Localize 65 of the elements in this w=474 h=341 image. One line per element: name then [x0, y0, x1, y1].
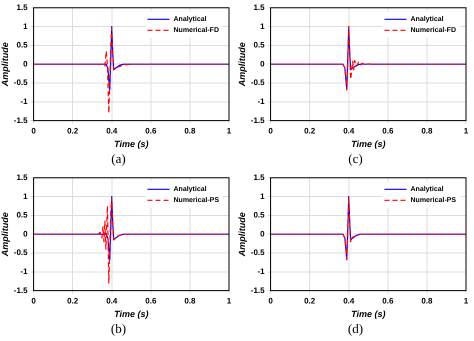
y-tick-label: 1.5	[253, 173, 266, 182]
y-tick-label: 1	[23, 192, 28, 201]
x-tick-label: 0.4	[343, 296, 355, 306]
y-axis-title: Amplitude	[236, 42, 247, 88]
y-tick-label: -1	[257, 97, 266, 106]
y-tick-label: -1	[20, 267, 28, 276]
x-tick-label: 0	[31, 126, 36, 136]
y-tick-label: -1.5	[14, 116, 28, 125]
x-tick-label: 1	[464, 126, 469, 136]
y-tick-label: -1.5	[250, 286, 266, 295]
x-tick-label: 1	[226, 296, 232, 306]
x-tick-label: 0	[268, 296, 274, 306]
y-tick-label: 0	[23, 59, 28, 68]
x-tick-label: 0.2	[304, 296, 316, 306]
x-tick-label: 0.6	[145, 126, 157, 136]
y-tick-label: 1.5	[16, 173, 28, 182]
y-tick-label: 0	[23, 229, 28, 238]
y-tick-label: 0.5	[253, 210, 266, 220]
y-tick-label: 0	[260, 59, 266, 68]
y-tick-label: 1	[23, 22, 28, 31]
y-tick-label: 0	[260, 229, 266, 238]
x-tick-label: 0.2	[304, 126, 316, 136]
x-tick-label: 0.4	[106, 126, 118, 136]
x-tick-label: 0	[268, 126, 274, 136]
text: (b)	[110, 320, 128, 338]
y-tick-label: 1.5	[253, 3, 266, 12]
y-tick-label: -1	[20, 97, 28, 106]
x-axis-title: Time (s)	[351, 309, 386, 320]
y-tick-label: -0.5	[14, 78, 28, 88]
x-tick-label: 0	[31, 296, 36, 306]
y-tick-label: 1.5	[16, 3, 28, 12]
x-tick-label: 0.8	[421, 126, 434, 136]
x-tick-label: 0.6	[145, 296, 157, 306]
y-tick-label: 1	[260, 22, 266, 31]
x-tick-label: 0.6	[382, 296, 394, 306]
y-tick-label: -0.5	[250, 248, 266, 258]
y-axis-title: Amplitude	[236, 212, 247, 258]
y-tick-label: -1.5	[250, 116, 266, 125]
y-tick-label: 0.5	[253, 40, 266, 50]
y-tick-label: -1	[257, 267, 266, 276]
text: (a)	[110, 150, 127, 168]
y-axis-title: Amplitude	[0, 212, 10, 258]
line-series	[34, 198, 229, 284]
y-tick-label: 1	[260, 192, 266, 201]
text: (d)	[346, 320, 364, 338]
x-tick-label: 0.4	[343, 126, 355, 136]
y-tick-label: 0.5	[16, 40, 28, 50]
y-tick-label: -0.5	[250, 78, 266, 88]
y-tick-label: 0.5	[16, 210, 28, 220]
x-axis-title: Time (s)	[351, 139, 386, 150]
x-tick-label: 0.4	[106, 296, 118, 306]
x-tick-label: 0.8	[421, 296, 434, 306]
y-tick-label: -1.5	[14, 286, 28, 295]
y-axis-title: Amplitude	[0, 42, 10, 88]
x-axis-title: Time (s)	[114, 139, 148, 150]
y-tick-label: -0.5	[14, 248, 28, 258]
x-tick-label: 1	[464, 296, 469, 306]
x-tick-label: 0.6	[382, 126, 394, 136]
x-tick-label: 0.8	[184, 126, 196, 136]
text: (c)	[347, 150, 364, 168]
x-tick-label: 0.8	[184, 296, 196, 306]
x-axis-title: Time (s)	[114, 309, 148, 320]
x-tick-label: 0.2	[67, 126, 79, 136]
x-tick-label: 0.2	[67, 296, 79, 306]
x-tick-label: 1	[226, 126, 232, 136]
